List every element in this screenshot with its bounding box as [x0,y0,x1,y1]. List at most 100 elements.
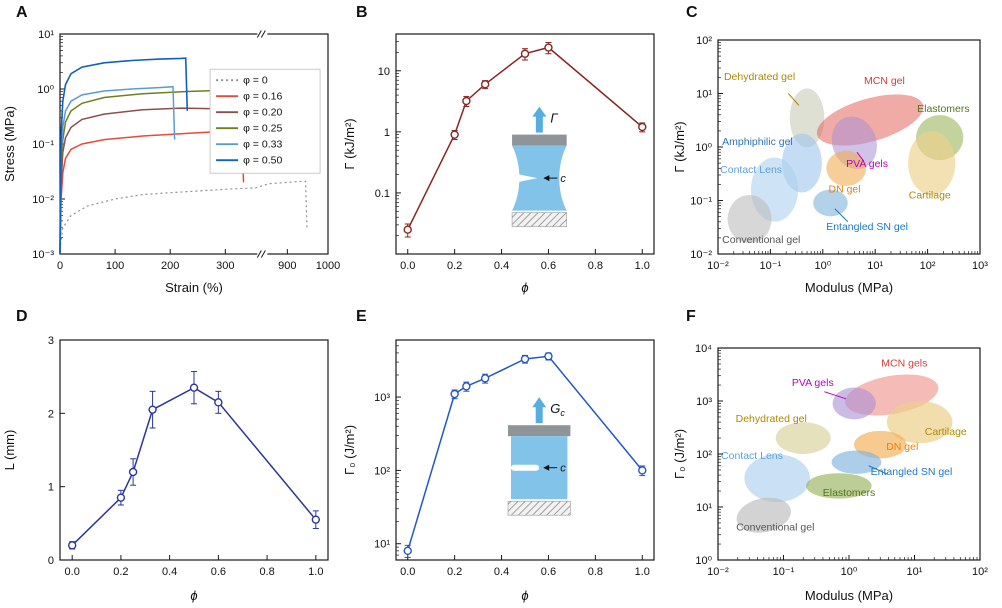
ellipse-dn-gel [826,150,867,186]
svg-text:0.6: 0.6 [211,566,226,578]
svg-text:100: 100 [106,260,124,272]
svg-text:10⁰: 10⁰ [841,566,858,578]
y-axis-label: Γ₀ (J/m²) [672,429,687,479]
x-axis: 0.0 0.2 0.4 0.6 0.8 1.0 [65,555,323,578]
svg-text:0.8: 0.8 [588,260,603,272]
y-axis: 10¹ 10² 10³ [374,345,401,556]
svg-text:0: 0 [57,260,63,272]
svg-text:200: 200 [161,260,179,272]
ellipse-cartilage [908,131,956,196]
panel-label-b: B [356,4,368,21]
panel-a: A 0 100 200 300 900 1000 10⁻³ 10⁻² 10⁻¹ 10⁰ 10¹ Str… [0,0,340,300]
data-point [148,405,157,414]
svg-text:10⁻²: 10⁻² [707,260,729,272]
x-axis-label: Modulus (MPa) [805,588,893,603]
panel-label-d: D [16,308,28,325]
data-point [480,80,490,89]
svg-text:10¹: 10¹ [696,502,712,514]
svg-text:0.4: 0.4 [494,260,509,272]
svg-text:10⁰: 10⁰ [695,555,712,567]
material-label: Conventional gel [736,522,814,534]
svg-text:10⁰: 10⁰ [814,260,831,272]
data-point [544,43,553,52]
series-phi-050 [59,57,189,255]
ellipse-conventional-gel [727,194,772,244]
material-label: DN gel [886,441,918,453]
data-point [638,466,647,475]
svg-text:1.0: 1.0 [308,566,323,578]
svg-text:0.6: 0.6 [541,566,556,578]
data-point [450,389,459,399]
svg-text:2: 2 [48,408,54,420]
panel-label-f: F [686,308,696,325]
svg-text:0.0: 0.0 [400,260,415,272]
data-point [450,130,459,139]
svg-text:10²: 10² [972,566,988,578]
x-axis: 0.0 0.2 0.4 0.6 0.8 1.0 [400,555,650,578]
legend-box [209,68,321,174]
data-point [116,493,126,502]
svg-text:10³: 10³ [696,396,712,408]
svg-text:10⁻²: 10⁻² [690,249,712,261]
material-label: PVA gels [846,158,888,170]
axis-break-marks [256,30,268,258]
x-axis: 0.0 0.2 0.4 0.6 0.8 1.0 [400,249,650,272]
svg-text:3: 3 [48,335,54,347]
x-axis-label: ϕ [521,588,528,603]
legend-entry-label: φ = 0.25 [243,123,282,135]
material-label: Elastomers [823,487,876,499]
material-label: Amphiphilic gel [722,136,793,148]
material-ellipses [727,88,964,244]
svg-text:10¹: 10¹ [867,260,883,272]
series-phi-033 [59,85,176,255]
series-gamma [403,42,647,238]
label-leader-lines [824,391,888,475]
svg-text:1000: 1000 [316,260,340,272]
x-axis-label: Modulus (MPa) [805,280,893,295]
material-labels: MCN gels PVA gels Cartilage Dehydrated gel D… [721,357,967,533]
specimen-body [512,145,567,211]
svg-text:0.2: 0.2 [113,566,128,578]
crack-label: c [560,173,566,185]
svg-text:10²: 10² [696,35,712,47]
svg-text:1: 1 [48,482,54,494]
material-ellipses [736,374,953,533]
ellipse-cartilage [886,400,953,444]
svg-text:10⁻¹: 10⁻¹ [32,139,54,151]
svg-text:10⁻¹: 10⁻¹ [760,260,782,272]
y-axis: 10⁰ 10¹ 10² 10³ 10⁴ [695,343,723,567]
series-gamma0 [403,352,647,558]
material-label: Conventional gel [722,234,800,246]
svg-text:900: 900 [278,260,296,272]
panel-e: E 0.0 0.2 0.4 0.6 0.8 1.0 10¹ 10² 10³ ϕ Γ₀ (J/m²) G… [340,304,670,608]
ellipse-pva-gels [832,387,876,420]
material-label: DN gel [828,184,860,196]
ellipse-entangled-sn-gel [813,189,848,217]
stress-strain-chart: 0 100 200 300 900 1000 10⁻³ 10⁻² 10⁻¹ 10⁰ 10¹ Strai… [2,29,340,295]
panel-label-e: E [356,308,367,325]
svg-text:10⁻¹: 10⁻¹ [773,566,795,578]
bottom-clamp [507,500,571,516]
y-axis-label: L (mm) [2,430,17,471]
crack-notch [517,174,538,183]
length-vs-phi-chart: 0.0 0.2 0.4 0.6 0.8 1.0 0 1 2 3 ϕ L (mm) [2,335,329,603]
x-axis-label: ϕ [521,280,528,295]
y-axis-label: Stress (MPa) [2,106,17,182]
top-clamp [512,134,567,146]
ellipse-dn-gel [854,430,907,459]
svg-text:10²: 10² [374,465,390,477]
material-label: Entangled SN gel [871,466,953,478]
top-clamp [508,425,571,437]
svg-text:10¹: 10¹ [696,89,712,101]
svg-text:0.4: 0.4 [494,566,509,578]
crack-label: c [560,463,566,475]
svg-text:0.1: 0.1 [375,188,390,200]
inset-arrow-label: Γ [550,111,558,126]
y-axis-label: Γ (kJ/m²) [342,118,357,169]
intrinsic-energy-vs-phi-chart: 0.0 0.2 0.4 0.6 0.8 1.0 10¹ 10² 10³ ϕ Γ₀ (J/m²) Gcc [342,339,655,603]
svg-text:0.4: 0.4 [162,566,177,578]
material-label: PVA gels [792,377,834,389]
data-point [403,546,412,556]
data-point [638,122,647,132]
